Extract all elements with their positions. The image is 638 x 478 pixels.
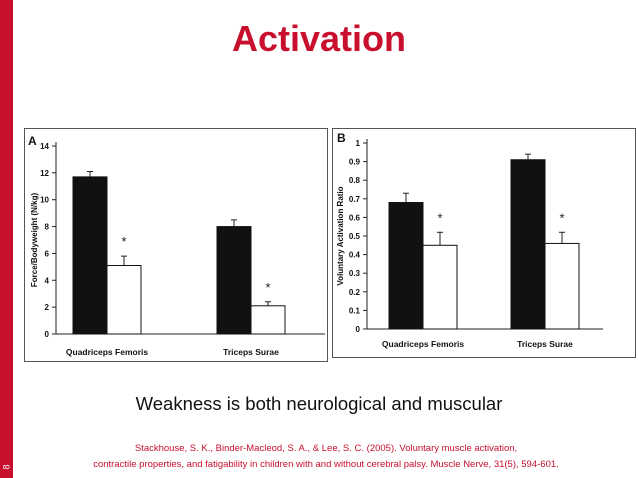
bar-light [544,242,580,330]
significance-marker: * [265,280,270,295]
y-tick-label: 4 [45,276,50,285]
slide-title: Activation [231,18,407,59]
y-tick-label: 6 [45,249,50,258]
x-category-label: Quadriceps Femoris [382,339,464,349]
bar-light [106,265,142,335]
y-tick-label: 0.8 [349,176,361,185]
x-category-label: Triceps Surae [517,339,573,349]
y-tick-label: 1 [356,139,361,148]
y-tick-label: 0.7 [349,195,361,204]
y-tick-label: 0.9 [349,158,361,167]
citation-line-1: Stackhouse, S. K., Binder-Macleod, S. A.… [134,443,518,454]
bar-dark [388,202,424,330]
y-tick-label: 0 [356,325,361,334]
slide-caption: Weakness is both neurological and muscul… [135,393,503,414]
panel-label: A [28,134,37,148]
chart-panel-b: B 0 0.1 0.2 0.3 0.4 0.5 0.6 0.7 0.8 0.9 1 Voluntary … [332,128,636,358]
bar-dark [510,159,546,330]
x-category-label: Quadriceps Femoris [66,347,148,357]
bar-dark [216,226,252,335]
y-tick-label: 0.6 [349,213,361,222]
significance-marker: * [559,210,564,225]
citation: Stackhouse, S. K., Binder-Macleod, S. A.… [14,441,638,473]
slide-number: 8 [1,464,12,470]
panel-label: B [337,131,346,145]
y-tick-label: 0.2 [349,288,361,297]
y-tick-label: 2 [45,303,50,312]
x-category-label: Triceps Surae [223,347,279,357]
y-tick-label: 10 [40,196,49,205]
bar-dark [72,176,108,335]
significance-marker: * [121,234,126,249]
y-tick-label: 8 [45,223,50,232]
y-axis-title: Voluntary Activation Ratio [336,186,345,285]
chart-panel-a: A 0 2 4 6 8 10 12 14 Force/Bodyweight (N/kg) * Quad… [24,128,328,362]
bar-light [250,305,286,335]
y-tick-label: 14 [40,142,49,151]
y-tick-label: 0.1 [349,306,361,315]
chart-a-svg: A 0 2 4 6 8 10 12 14 Force/Bodyweight (N/kg) * Quad… [28,134,325,357]
slide-side-bar [0,0,13,478]
y-axis-title: Force/Bodyweight (N/kg) [30,193,39,288]
significance-marker: * [437,210,442,225]
y-tick-label: 0.4 [349,251,361,260]
y-tick-label: 0.3 [349,269,361,278]
y-tick-label: 0 [45,330,50,339]
y-tick-label: 0.5 [349,232,361,241]
citation-line-2: contractile properties, and fatigability… [93,459,559,470]
y-tick-label: 12 [40,169,49,178]
bar-light [422,244,458,330]
chart-b-svg: B 0 0.1 0.2 0.3 0.4 0.5 0.6 0.7 0.8 0.9 1 Voluntary … [336,131,603,349]
